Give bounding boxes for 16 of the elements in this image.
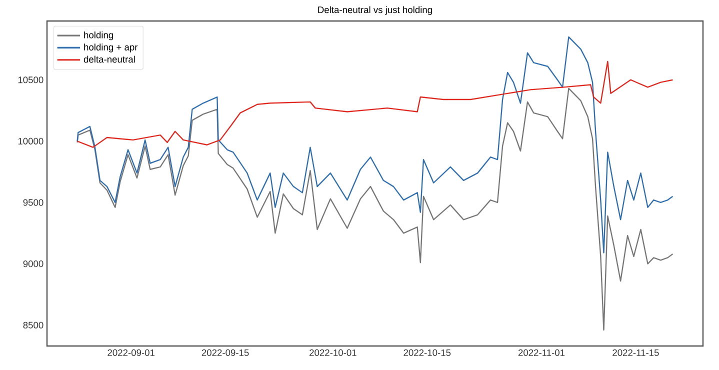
line-series xyxy=(76,88,674,331)
y-tick-label: 8500 xyxy=(23,322,44,328)
legend-label: holding xyxy=(84,31,114,40)
chart-title: Delta-neutral vs just holding xyxy=(318,6,432,15)
x-tick-label: 2022-11-15 xyxy=(612,349,659,356)
y-tick-label: 10500 xyxy=(18,76,44,84)
x-tick-label: 2022-09-15 xyxy=(202,349,249,356)
y-tick-label: 9500 xyxy=(23,199,44,206)
y-tick-label: 10000 xyxy=(18,138,44,144)
x-tick-label: 2022-11-01 xyxy=(518,349,565,356)
legend-label: delta-neutral xyxy=(84,56,135,63)
legend-label: holding + apr xyxy=(84,44,138,52)
y-tick-label: 9000 xyxy=(23,260,44,268)
x-tick-label: 2022-10-15 xyxy=(404,349,451,356)
x-tick-label: 2022-09-01 xyxy=(108,349,155,356)
x-tick-label: 2022-10-01 xyxy=(310,349,356,356)
